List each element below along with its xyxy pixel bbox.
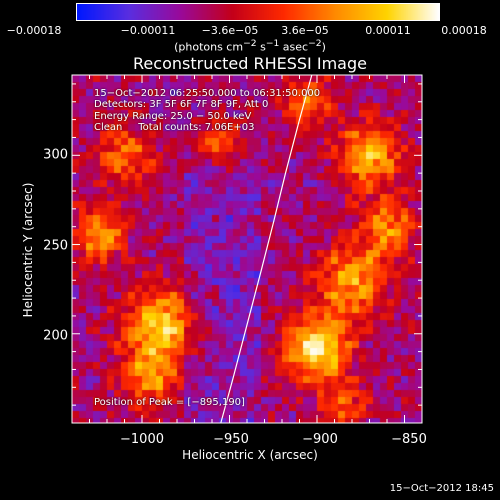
clean-counts-text: Clean Total counts: 7.06E+03 — [94, 122, 255, 133]
footer-timestamp: 15−Oct−2012 18:45 — [389, 483, 494, 494]
y-tick-label: 250 — [43, 238, 68, 254]
energy-range-text: Energy Range: 25.0 − 50.0 keV — [94, 111, 252, 122]
colorbar-unit: (photons cm−2 s−1 asec−2) — [174, 38, 326, 54]
colorbar-tick: −0.00011 — [120, 24, 176, 37]
solar-limb-line — [220, 74, 313, 424]
x-tick-label: −1000 — [120, 432, 164, 447]
x-tick-label: −900 — [302, 432, 338, 447]
time-range-text: 15−Oct−2012 06:25:50.000 to 06:31:50.000 — [94, 88, 321, 99]
y-tick-label: 200 — [43, 328, 68, 344]
colorbar-tick: 0.00011 — [365, 24, 411, 37]
limb-curve — [220, 74, 313, 424]
peak-position-text: Position of Peak = [−895,190] — [94, 397, 245, 408]
x-axis-label: Heliocentric X (arcsec) — [182, 448, 318, 462]
y-tick-label: 300 — [43, 147, 68, 163]
colorbar-tick: −0.00018 — [6, 24, 62, 37]
x-tick-label: −950 — [213, 432, 249, 447]
colorbar-tick: 3.6e−05 — [281, 24, 329, 37]
chart-title: Reconstructed RHESSI Image — [133, 54, 367, 73]
colorbar — [76, 3, 440, 21]
heatmap-image — [72, 75, 422, 423]
detectors-text: Detectors: 3F 5F 6F 7F 8F 9F, Att 0 — [94, 99, 269, 110]
x-tick-label: −850 — [391, 432, 427, 447]
colorbar-tick: −3.6e−05 — [201, 24, 259, 37]
colorbar-tick: 0.00018 — [441, 24, 487, 37]
y-axis-label: Heliocentric Y (arcsec) — [21, 182, 35, 318]
